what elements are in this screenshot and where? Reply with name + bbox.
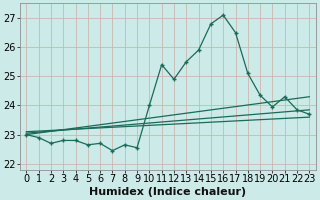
X-axis label: Humidex (Indice chaleur): Humidex (Indice chaleur) bbox=[89, 187, 246, 197]
